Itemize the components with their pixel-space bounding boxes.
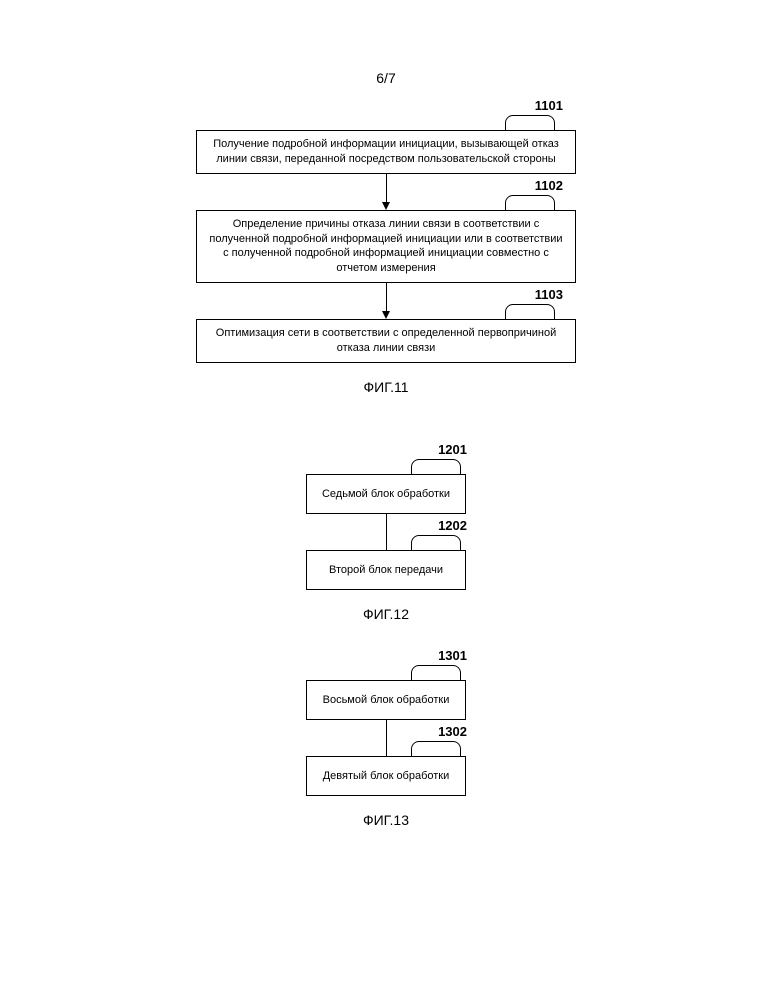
- node-text: Девятый блок обработки: [323, 769, 450, 784]
- fig13-node-1302: 1302 Девятый блок обработки: [306, 756, 466, 796]
- fig12-node-1201: 1201 Седьмой блок обработки: [306, 474, 466, 514]
- node-text: Восьмой блок обработки: [323, 693, 450, 708]
- node-text: Второй блок передачи: [329, 563, 443, 578]
- tag-callout: [505, 195, 555, 211]
- figure-caption: ФИГ.12: [363, 606, 409, 622]
- figure-caption: ФИГ.13: [363, 812, 409, 828]
- figure-13: 1301 Восьмой блок обработки 1302 Девятый…: [306, 680, 466, 828]
- tag-label: 1301: [438, 647, 467, 665]
- figure-12: 1201 Седьмой блок обработки 1202 Второй …: [306, 474, 466, 622]
- node-text: Получение подробной информации инициации…: [207, 137, 565, 167]
- tag-label: 1202: [438, 517, 467, 535]
- fig12-node-1202: 1202 Второй блок передачи: [306, 550, 466, 590]
- tag-label: 1102: [535, 177, 563, 195]
- page-number: 6/7: [376, 70, 395, 86]
- fig11-node-1102: 1102 Определение причины отказа линии св…: [196, 210, 576, 283]
- tag-callout: [411, 741, 461, 757]
- fig13-node-1301: 1301 Восьмой блок обработки: [306, 680, 466, 720]
- figure-11: 1101 Получение подробной информации иниц…: [196, 130, 576, 395]
- tag-callout: [505, 115, 555, 131]
- connector-line: [386, 720, 387, 756]
- tag-label: 1201: [438, 441, 467, 459]
- node-text: Седьмой блок обработки: [322, 487, 450, 502]
- figure-caption: ФИГ.11: [363, 379, 408, 395]
- tag-label: 1302: [438, 723, 467, 741]
- tag-callout: [411, 665, 461, 681]
- fig11-node-1103: 1103 Оптимизация сети в соответствии с о…: [196, 319, 576, 363]
- connector-arrow: [386, 283, 387, 319]
- node-text: Оптимизация сети в соответствии с опреде…: [207, 326, 565, 356]
- connector-line: [386, 514, 387, 550]
- tag-callout: [411, 459, 461, 475]
- node-text: Определение причины отказа линии связи в…: [207, 217, 565, 276]
- connector-arrow: [386, 174, 387, 210]
- tag-label: 1103: [535, 286, 563, 304]
- tag-callout: [505, 304, 555, 320]
- fig11-node-1101: 1101 Получение подробной информации иниц…: [196, 130, 576, 174]
- tag-label: 1101: [535, 97, 563, 115]
- tag-callout: [411, 535, 461, 551]
